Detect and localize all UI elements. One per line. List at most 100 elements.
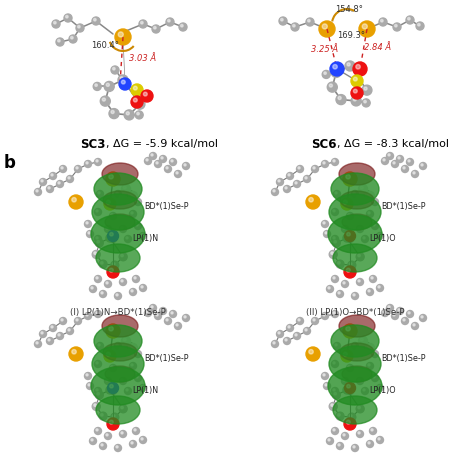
Circle shape <box>354 77 357 81</box>
Circle shape <box>346 384 350 388</box>
Circle shape <box>283 185 291 192</box>
Circle shape <box>273 190 275 192</box>
Circle shape <box>393 23 401 31</box>
Circle shape <box>358 337 367 346</box>
Circle shape <box>286 173 293 180</box>
Circle shape <box>345 387 347 390</box>
Circle shape <box>333 160 335 162</box>
Circle shape <box>354 89 357 93</box>
Circle shape <box>371 429 373 431</box>
Circle shape <box>343 434 345 436</box>
Circle shape <box>120 196 123 199</box>
Circle shape <box>61 319 63 321</box>
Circle shape <box>109 232 113 236</box>
Circle shape <box>324 72 327 74</box>
Circle shape <box>127 343 134 349</box>
Circle shape <box>131 442 133 444</box>
Circle shape <box>107 266 119 278</box>
Circle shape <box>401 165 409 173</box>
Circle shape <box>333 362 335 364</box>
Text: LP(1)N: LP(1)N <box>132 385 158 394</box>
Circle shape <box>94 209 101 216</box>
Circle shape <box>121 337 130 346</box>
Circle shape <box>106 434 108 436</box>
Circle shape <box>111 110 114 114</box>
Ellipse shape <box>102 163 138 185</box>
Circle shape <box>144 92 152 100</box>
Circle shape <box>343 227 345 229</box>
Circle shape <box>149 304 156 311</box>
Circle shape <box>139 20 147 28</box>
Circle shape <box>323 222 325 224</box>
Circle shape <box>333 210 335 212</box>
Circle shape <box>371 277 373 279</box>
Circle shape <box>155 161 162 167</box>
Ellipse shape <box>329 194 381 230</box>
Circle shape <box>76 24 84 32</box>
Circle shape <box>368 290 370 292</box>
Circle shape <box>378 234 380 236</box>
Circle shape <box>343 282 345 284</box>
Circle shape <box>346 388 354 394</box>
Circle shape <box>144 92 147 96</box>
Circle shape <box>356 253 364 261</box>
Circle shape <box>372 374 379 382</box>
Circle shape <box>358 406 360 409</box>
Circle shape <box>35 340 42 347</box>
Circle shape <box>106 324 120 338</box>
Circle shape <box>95 84 97 86</box>
Circle shape <box>283 337 291 345</box>
Circle shape <box>372 222 379 229</box>
Circle shape <box>121 379 123 381</box>
Circle shape <box>327 438 334 445</box>
Circle shape <box>323 314 325 316</box>
Circle shape <box>92 17 100 25</box>
Circle shape <box>365 192 367 194</box>
Ellipse shape <box>103 191 137 209</box>
Circle shape <box>345 230 356 241</box>
Circle shape <box>88 384 90 386</box>
Circle shape <box>356 405 364 413</box>
Circle shape <box>370 275 376 283</box>
Circle shape <box>109 212 117 219</box>
Circle shape <box>331 404 333 406</box>
Circle shape <box>345 61 355 71</box>
Circle shape <box>319 21 335 37</box>
Circle shape <box>155 312 162 319</box>
Circle shape <box>176 172 178 174</box>
Circle shape <box>406 16 414 24</box>
Circle shape <box>174 171 182 177</box>
Circle shape <box>129 363 137 370</box>
Circle shape <box>276 330 283 337</box>
Circle shape <box>96 312 98 314</box>
Circle shape <box>171 160 173 162</box>
Circle shape <box>376 384 383 392</box>
Ellipse shape <box>94 325 142 357</box>
Circle shape <box>334 343 340 349</box>
Circle shape <box>161 309 163 311</box>
Circle shape <box>366 289 374 295</box>
Circle shape <box>100 262 103 264</box>
Circle shape <box>146 159 148 161</box>
Circle shape <box>272 340 279 347</box>
Circle shape <box>95 391 103 399</box>
Circle shape <box>348 261 356 269</box>
Circle shape <box>66 328 73 335</box>
Text: 3.03 Å: 3.03 Å <box>129 54 156 63</box>
Circle shape <box>321 220 328 228</box>
Circle shape <box>327 82 337 92</box>
Circle shape <box>352 343 358 349</box>
Circle shape <box>419 315 427 321</box>
Circle shape <box>116 294 118 296</box>
Circle shape <box>357 196 360 199</box>
Circle shape <box>398 157 400 159</box>
Circle shape <box>336 412 344 420</box>
Circle shape <box>94 252 96 255</box>
Circle shape <box>129 210 137 218</box>
Circle shape <box>119 279 127 285</box>
Circle shape <box>118 32 123 37</box>
Circle shape <box>279 17 287 25</box>
Circle shape <box>93 82 101 91</box>
Circle shape <box>313 167 315 169</box>
Circle shape <box>136 376 138 378</box>
